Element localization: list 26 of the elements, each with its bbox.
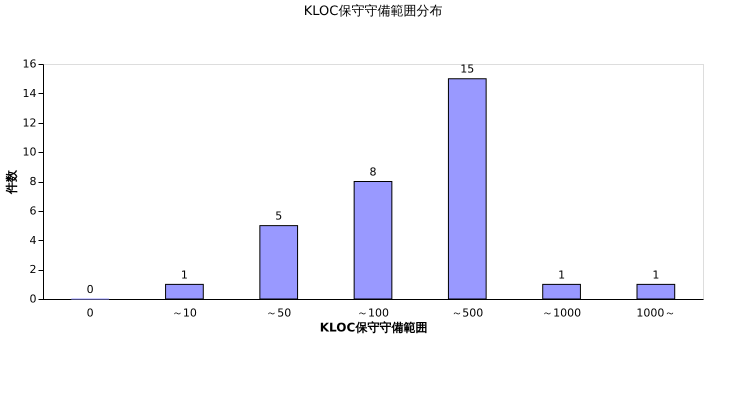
chart-title: KLOC保守守備範囲分布 [304, 4, 442, 19]
y-tick-label: 16 [22, 58, 36, 70]
data-label: 1 [558, 268, 566, 282]
y-axis-title: 件数 [4, 169, 19, 195]
y-tick-label: 4 [30, 234, 36, 247]
data-label: 1 [652, 268, 660, 282]
y-tick-label: 14 [22, 86, 36, 100]
y-tick-label: 2 [30, 263, 36, 276]
y-tick-label: 12 [22, 116, 36, 130]
data-label: 8 [370, 166, 376, 178]
x-tick-label: 0 [86, 306, 94, 320]
x-tick-label: ～500 [451, 306, 484, 320]
x-axis-title: KLOC保守守備範囲 [320, 320, 428, 334]
data-label: 5 [275, 210, 282, 223]
x-tick-label: ～50 [266, 306, 292, 320]
y-tick-label: 6 [30, 204, 36, 218]
y-tick-label: 0 [30, 292, 36, 306]
x-tick-label: 1000～ [636, 306, 676, 320]
x-tick-label: ～10 [172, 306, 197, 320]
x-tick-label: ～100 [357, 306, 389, 320]
x-tick-label: ～1000 [542, 306, 582, 320]
y-tick-label: 10 [22, 146, 36, 159]
data-label: 0 [86, 283, 94, 296]
data-label: 1 [180, 268, 188, 282]
y-tick-label: 8 [30, 175, 36, 188]
data-label: 15 [460, 62, 474, 76]
